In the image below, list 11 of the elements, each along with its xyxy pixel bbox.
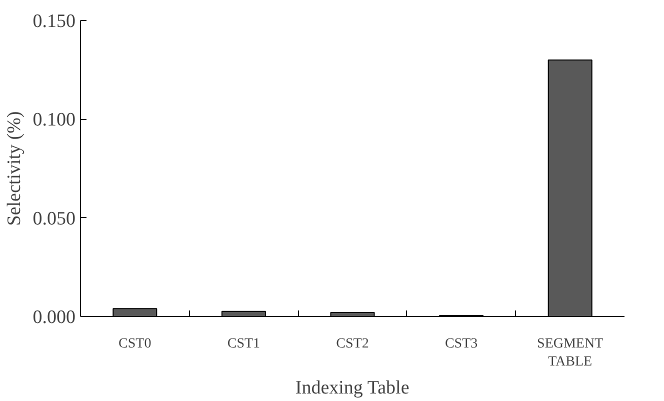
y-tick-label: 0.150 <box>32 11 76 32</box>
x-tick-label: CST2 <box>336 336 369 352</box>
x-tick-label: CST1 <box>227 336 260 352</box>
y-axis-title: Selectivity (%) <box>4 111 25 226</box>
y-tick-label: 0.000 <box>32 307 76 328</box>
y-tick-label: 0.050 <box>32 208 76 230</box>
x-tick-label: SEGMENT TABLE <box>537 336 604 370</box>
x-tick-label: CST3 <box>444 336 478 352</box>
x-axis-title: Indexing Table <box>295 378 410 398</box>
y-tick-label: 0.100 <box>32 110 76 131</box>
x-tick-label: CST0 <box>118 336 152 352</box>
